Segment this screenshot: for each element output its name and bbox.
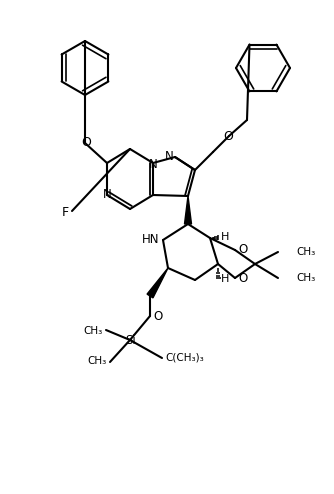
- Text: CH₃: CH₃: [88, 356, 107, 366]
- Text: CH₃: CH₃: [84, 326, 103, 336]
- Text: N: N: [103, 188, 111, 201]
- Text: Si: Si: [126, 334, 136, 347]
- Text: H: H: [221, 274, 229, 284]
- Text: H: H: [221, 232, 229, 242]
- Polygon shape: [147, 268, 168, 298]
- Polygon shape: [184, 196, 191, 224]
- Text: CH₃: CH₃: [296, 273, 315, 283]
- Text: N: N: [149, 158, 157, 170]
- Text: O: O: [81, 136, 91, 150]
- Text: O: O: [238, 272, 247, 285]
- Text: O: O: [153, 310, 162, 323]
- Text: O: O: [238, 244, 247, 256]
- Text: N: N: [165, 150, 174, 163]
- Text: HN: HN: [142, 234, 159, 247]
- Text: C(CH₃)₃: C(CH₃)₃: [165, 352, 204, 362]
- Text: F: F: [62, 206, 69, 218]
- Text: O: O: [223, 129, 233, 142]
- Text: CH₃: CH₃: [296, 247, 315, 257]
